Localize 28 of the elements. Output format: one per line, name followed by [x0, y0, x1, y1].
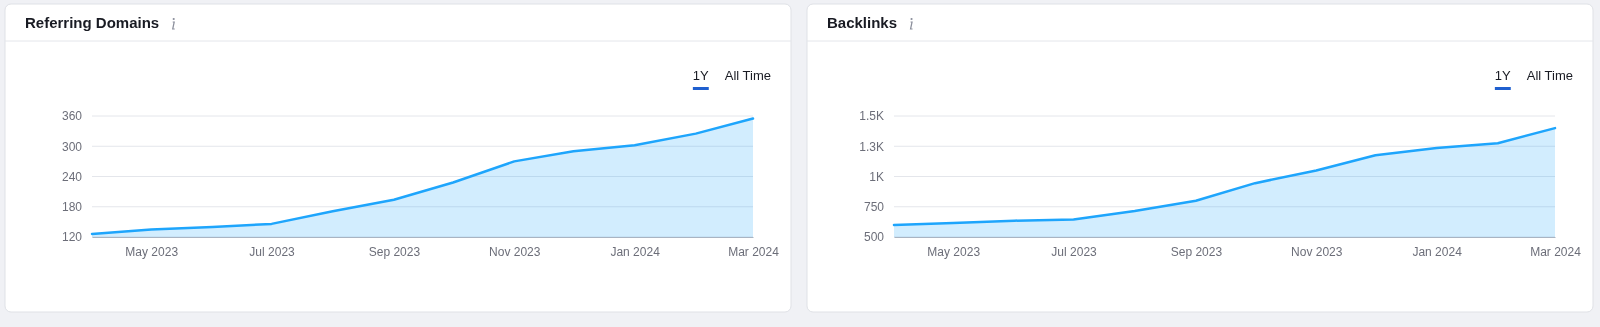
y-tick-label: 180 — [61, 200, 83, 215]
y-tick-label: 120 — [61, 230, 83, 245]
x-tick-label: Jan 2024 — [1412, 244, 1463, 259]
y-tick-label: 1K — [869, 169, 884, 184]
x-tick-label: Nov 2023 — [1291, 244, 1343, 259]
x-tick-label: Jul 2023 — [249, 244, 296, 259]
x-tick-label: May 2023 — [927, 244, 981, 259]
x-tick-label: Jan 2024 — [610, 244, 661, 259]
text: All Time — [1526, 68, 1573, 83]
chart-title: Referring Domains — [25, 14, 160, 31]
x-tick-label: May 2023 — [125, 244, 179, 259]
y-tick-label: 240 — [61, 169, 83, 184]
x-tick-label: Sep 2023 — [1170, 244, 1223, 259]
y-tick-label: 1.3K — [859, 139, 884, 154]
x-tick-label: Mar 2024 — [1530, 244, 1582, 259]
chart-title: Backlinks — [827, 14, 898, 31]
y-tick-label: 1.5K — [859, 109, 884, 124]
x-tick-label: Nov 2023 — [489, 244, 541, 259]
text: 1Y — [1494, 68, 1512, 83]
x-tick-label: Mar 2024 — [728, 244, 780, 259]
x-tick-label: Jul 2023 — [1051, 244, 1098, 259]
y-tick-label: 500 — [863, 230, 885, 245]
x-tick-label: Sep 2023 — [368, 244, 421, 259]
y-tick-label: 300 — [61, 139, 83, 154]
text: 1Y — [692, 68, 710, 83]
y-tick-label: 360 — [61, 109, 83, 124]
text: All Time — [724, 68, 771, 83]
y-tick-label: 750 — [863, 200, 885, 215]
